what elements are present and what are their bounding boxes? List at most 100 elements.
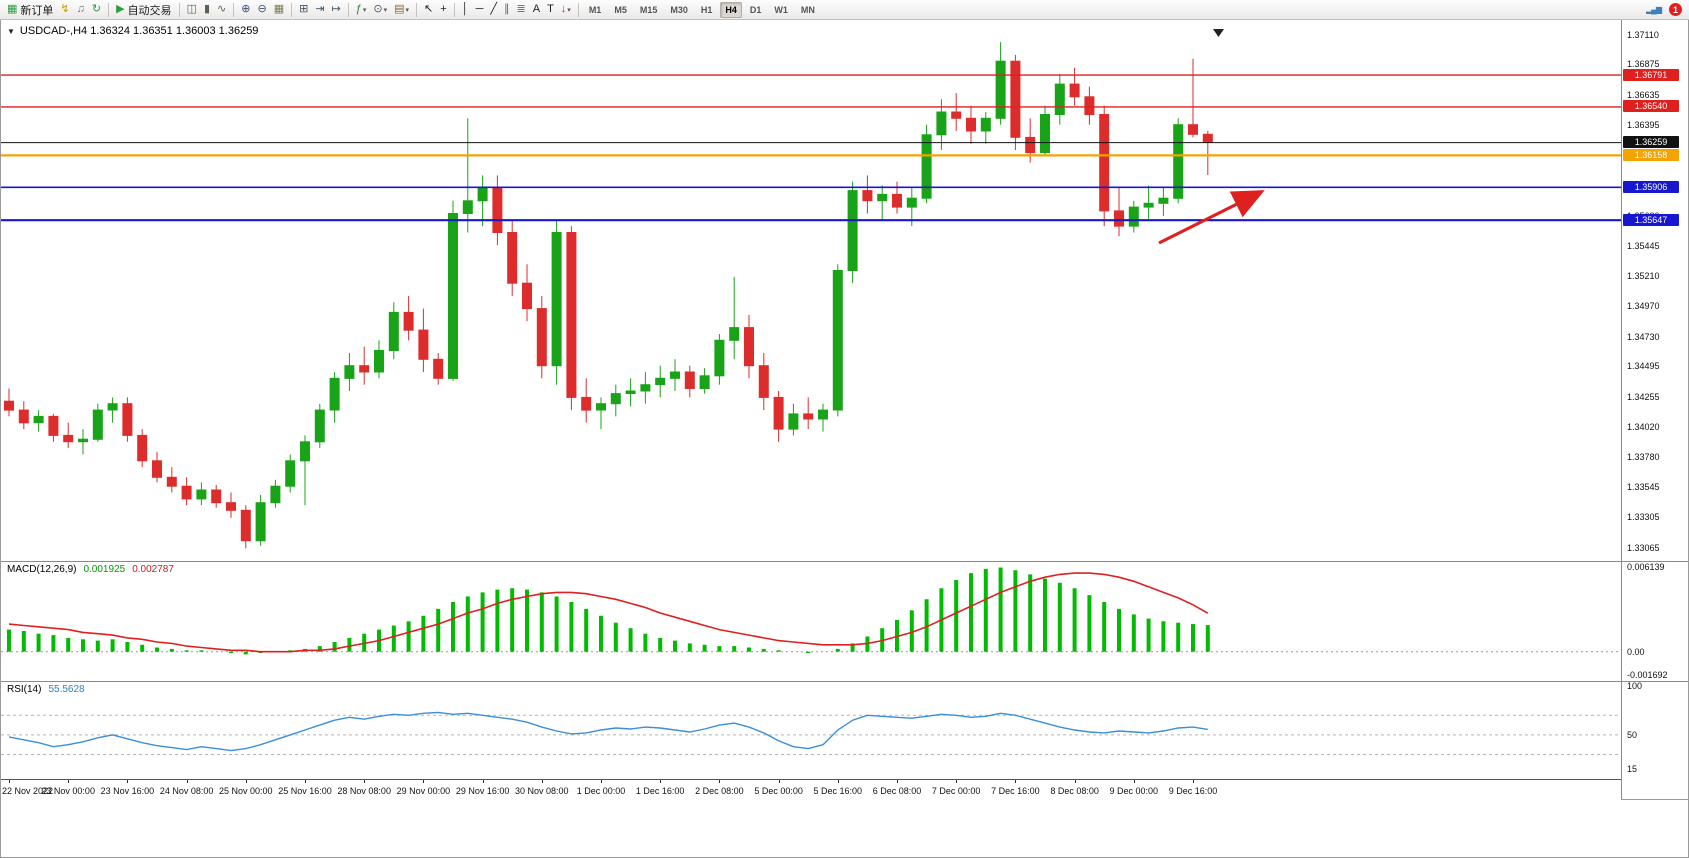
timeframe-m15[interactable]: M15 [639, 4, 658, 15]
grid-button[interactable]: ▦ [271, 1, 287, 18]
timeframe-w1[interactable]: W1 [774, 4, 788, 15]
horizontal-line-tool-icon: ─ [475, 3, 484, 15]
time-axis[interactable]: 22 Nov 2022 23 Nov 00:00 23 Nov 16:00 24 No… [1, 779, 1621, 800]
time-tick [660, 780, 662, 783]
price-chart[interactable] [1, 27, 1621, 561]
price-scale[interactable]: 1.371101.368751.366351.363951.361551.359… [1622, 20, 1688, 799]
timeframe-h1[interactable]: H1 [700, 4, 713, 15]
text-tool-button[interactable]: A [530, 1, 543, 18]
templates-button[interactable]: ▤ ▾ [391, 1, 412, 18]
rsi-tick: 100 [1627, 680, 1643, 691]
rsi-value: 55.5628 [48, 684, 85, 695]
time-label: 23 Nov 16:00 [100, 786, 155, 796]
timeframe-m1[interactable]: M1 [588, 4, 602, 15]
toolbar: ▦ 新订单 ↯ ♫ ↻ ▶ 自动交易 ◫ ▮ ∿ ⊕ ⊖ ▦ ⊞ ⇥ ↦ ƒ ▾ ⊙ ▾ ▤ ▾ ↖ + │ ─ ╱ ∥ ≣ A T ↓ ▾ M1… [0, 0, 1689, 20]
alerts-button[interactable]: ♫ [74, 1, 88, 18]
indicators-button[interactable]: ƒ ▾ [353, 1, 370, 18]
price-tick: 1.37110 [1627, 29, 1659, 40]
chart-window: ▼ USDCAD-,H4 1.36324 1.36351 1.36003 1.3… [0, 19, 1689, 858]
crosshair-tool-button[interactable]: + [437, 1, 449, 18]
charts-menu-button[interactable]: ↯ [57, 1, 72, 18]
timeframe-m30[interactable]: M30 [670, 4, 688, 15]
cursor-tool-icon: ↖ [424, 3, 434, 15]
label-tool-button[interactable]: T [544, 1, 557, 18]
time-label: 6 Dec 08:00 [872, 786, 922, 796]
time-tick [601, 780, 602, 783]
price-tick: 1.33545 [1627, 481, 1660, 492]
time-label: 30 Nov 08:00 [515, 786, 569, 796]
macd-panel-separator[interactable] [1, 561, 1688, 562]
macd-chart[interactable] [1, 561, 1621, 681]
fibonacci-tool-icon: ≣ [516, 3, 526, 15]
price-level-label[interactable]: 1.35647 [1623, 213, 1679, 226]
periods-button[interactable]: ⊙ ▾ [370, 1, 390, 18]
arrows-tool-button[interactable]: ↓ ▾ [558, 1, 574, 18]
time-label: 25 Nov 16:00 [278, 786, 332, 796]
timeframe-h4[interactable]: H4 [720, 1, 742, 18]
time-tick [1193, 780, 1194, 783]
timeframe-mn[interactable]: MN [800, 4, 815, 15]
chart-shift-button[interactable]: ↦ [329, 1, 344, 18]
macd-label: MACD(12,26,9) 0.001925 0.002787 [7, 564, 174, 575]
line-chart-icon: ∿ [217, 3, 227, 15]
time-label: 25 Nov 00:00 [219, 786, 273, 796]
refresh-button[interactable]: ↻ [89, 1, 104, 18]
price-tick: 1.35445 [1627, 240, 1660, 251]
time-tick [127, 780, 129, 783]
time-label: 24 Nov 08:00 [159, 786, 214, 796]
new-order-button[interactable]: ▦ 新订单 [4, 1, 56, 18]
chart-title: ▼ USDCAD-,H4 1.36324 1.36351 1.36003 1.3… [7, 25, 258, 37]
bar-chart-button[interactable]: ◫ [184, 1, 200, 18]
time-label: 7 Dec 16:00 [991, 786, 1040, 796]
trendline-tool-button[interactable]: ╱ [487, 1, 500, 18]
signal-bars-icon[interactable]: ▂▄▆ [1646, 5, 1662, 14]
price-level-label[interactable]: 1.35906 [1623, 180, 1679, 193]
scroll-to-end-marker[interactable] [1213, 29, 1224, 37]
horizontal-level-lines[interactable] [1, 74, 1621, 222]
rsi-chart[interactable] [1, 681, 1621, 779]
notification-badge[interactable]: 1 [1669, 3, 1682, 16]
tile-windows-button[interactable]: ⊞ [296, 1, 311, 18]
time-tick [9, 780, 10, 783]
time-tick [719, 780, 721, 783]
arrows-tool-icon: ↓ [560, 3, 567, 15]
time-tick [897, 780, 898, 783]
macd-tick: 0.00 [1627, 646, 1645, 657]
toolbar-buttons: ▦ 新订单 ↯ ♫ ↻ ▶ 自动交易 ◫ ▮ ∿ ⊕ ⊖ ▦ ⊞ ⇥ ↦ ƒ ▾ ⊙ ▾ ▤ ▾ ↖ + │ ─ ╱ ∥ ≣ A T ↓ ▾ M1… [4, 1, 821, 18]
price-tick: 1.33780 [1627, 452, 1660, 462]
autotrading-button[interactable]: ▶ 自动交易 [113, 1, 174, 18]
rsi-panel-separator[interactable] [1, 681, 1688, 682]
crosshair-tool-icon: + [440, 3, 447, 15]
periods-icon: ⊙ [373, 3, 383, 15]
bar-chart-icon: ◫ [186, 3, 197, 15]
price-tick: 1.36635 [1627, 89, 1660, 100]
timeframe-d1[interactable]: D1 [749, 4, 762, 15]
trend-arrow-annotation[interactable] [1158, 190, 1265, 245]
vertical-line-tool-button[interactable]: │ [459, 1, 472, 18]
channel-tool-button[interactable]: ∥ [501, 1, 513, 18]
price-level-label[interactable]: 1.36259 [1623, 136, 1679, 149]
templates-icon: ▤ [394, 3, 405, 15]
zoom-out-button[interactable]: ⊖ [254, 1, 269, 18]
line-chart-button[interactable]: ∿ [214, 1, 229, 18]
time-tick [245, 780, 247, 783]
time-label: 1 Dec 16:00 [635, 786, 685, 796]
vertical-line-tool-icon: │ [461, 3, 469, 15]
collapse-arrow-icon[interactable]: ▼ [7, 26, 15, 36]
auto-scroll-button[interactable]: ⇥ [312, 1, 327, 18]
price-level-label[interactable]: 1.36158 [1623, 148, 1679, 161]
timeframe-m5[interactable]: M5 [614, 4, 627, 15]
price-tick: 1.36875 [1627, 59, 1660, 70]
fibonacci-tool-button[interactable]: ≣ [514, 1, 529, 18]
time-label: 29 Nov 16:00 [455, 786, 510, 796]
chevron-down-icon: ▾ [405, 6, 410, 14]
price-tick: 1.34255 [1627, 391, 1660, 402]
candlestick-chart-button[interactable]: ▮ [201, 1, 213, 18]
zoom-in-button[interactable]: ⊕ [238, 1, 253, 18]
horizontal-line-tool-button[interactable]: ─ [473, 1, 487, 18]
toolbar-divider [233, 2, 235, 17]
cursor-tool-button[interactable]: ↖ [421, 1, 436, 18]
time-label: 5 Dec 00:00 [754, 786, 803, 796]
price-level-label[interactable]: 1.36791 [1623, 68, 1679, 81]
price-level-label[interactable]: 1.36540 [1623, 100, 1679, 113]
